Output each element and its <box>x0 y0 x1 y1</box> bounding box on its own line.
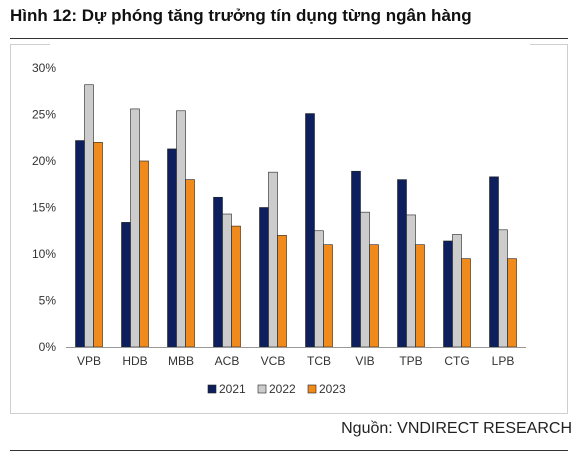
bar-2021-TCB <box>305 113 315 348</box>
y-tick-label: 0% <box>39 340 57 354</box>
bar-2023-MBB <box>185 179 195 348</box>
bar-2023-LPB <box>507 258 517 348</box>
bar-2021-LPB <box>489 176 499 348</box>
bar-2021-MBB <box>167 148 177 348</box>
y-tick-label: 30% <box>32 61 56 75</box>
bar-2023-VPB <box>93 142 103 348</box>
bar-2021-TPB <box>397 179 407 348</box>
bar-2022-ACB <box>222 213 232 348</box>
bar-2021-VCB <box>259 207 269 348</box>
legend-swatch-2021 <box>207 384 217 394</box>
legend-label: 2022 <box>269 382 296 396</box>
y-tick-label: 10% <box>32 247 56 261</box>
bar-2022-VPB <box>84 84 94 348</box>
bar-2022-TPB <box>406 214 416 348</box>
chart-frame <box>10 44 568 414</box>
bar-2023-TCB <box>323 244 333 348</box>
bar-2022-MBB <box>176 110 186 348</box>
x-tick-label: TCB <box>307 354 331 368</box>
bar-2023-VCB <box>277 235 287 348</box>
bar-2022-VIB <box>360 211 370 348</box>
bar-2021-CTG <box>443 240 453 348</box>
x-tick-label: VCB <box>261 354 286 368</box>
chart-frame-top-left <box>10 44 50 45</box>
bar-2023-VIB <box>369 244 379 348</box>
x-tick-label: TPB <box>399 354 422 368</box>
x-tick-label: MBB <box>168 354 194 368</box>
bar-2022-LPB <box>498 229 508 348</box>
bar-2022-HDB <box>130 108 140 348</box>
bar-2021-VIB <box>351 170 361 348</box>
y-tick-label: 20% <box>32 154 56 168</box>
legend-label: 2021 <box>219 382 246 396</box>
bar-2023-HDB <box>139 160 149 348</box>
title-divider <box>10 38 568 39</box>
bar-2021-HDB <box>121 222 131 348</box>
chart-frame-top-right <box>530 44 568 45</box>
bar-2023-TPB <box>415 244 425 348</box>
legend-swatch-2022 <box>257 384 267 394</box>
x-tick-label: LPB <box>492 354 515 368</box>
x-tick-label: HDB <box>122 354 147 368</box>
bar-2023-ACB <box>231 225 241 348</box>
source-note: Nguồn: VNDIRECT RESEARCH <box>341 420 572 437</box>
bar-2023-CTG <box>461 258 471 348</box>
legend-label: 2023 <box>319 382 346 396</box>
x-tick-label: VPB <box>77 354 101 368</box>
legend-swatch-2023 <box>307 384 317 394</box>
bar-2022-TCB <box>314 230 324 348</box>
bar-2021-VPB <box>75 140 85 348</box>
y-tick-label: 15% <box>32 201 56 215</box>
x-tick-label: CTG <box>444 354 469 368</box>
bar-2021-ACB <box>213 196 223 348</box>
x-tick-label: ACB <box>215 354 240 368</box>
y-tick-label: 5% <box>39 294 57 308</box>
y-tick-label: 25% <box>32 108 56 122</box>
bottom-divider <box>10 450 568 451</box>
bar-2022-VCB <box>268 171 278 348</box>
x-tick-label: VIB <box>355 354 374 368</box>
bar-2022-CTG <box>452 234 462 348</box>
figure-title: Hình 12: Dự phóng tăng trưởng tín dụng t… <box>10 6 472 25</box>
